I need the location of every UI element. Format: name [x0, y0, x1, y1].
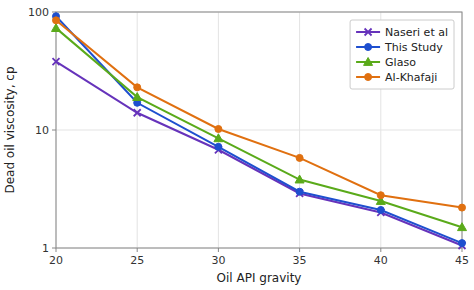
legend-box: [350, 20, 454, 89]
axis-title: Dead oil viscosity, cp: [3, 66, 17, 193]
point: [52, 24, 61, 32]
series: [53, 13, 466, 247]
grid-line: [56, 130, 462, 131]
axes: 20 25 30 35 40 45 1 10 100: [28, 6, 469, 267]
tick-mark: [56, 248, 57, 252]
tick-mark: [52, 130, 56, 131]
tick-label: 100: [28, 6, 49, 19]
axis-title: Oil API gravity: [217, 271, 302, 285]
point: [133, 93, 142, 101]
point: [53, 17, 60, 24]
point: [134, 84, 141, 91]
legend-label: Glaso: [385, 56, 416, 69]
line: [56, 20, 462, 207]
legend-marker: [365, 74, 372, 81]
legend-label: Naseri et al: [385, 26, 448, 39]
legend: Naseri et al This Study Glaso Al-Khafaji: [350, 20, 454, 89]
tick-mark: [52, 248, 56, 249]
point: [215, 125, 222, 132]
point: [458, 223, 467, 231]
point: [377, 192, 384, 199]
point: [377, 206, 384, 213]
tick-label: 40: [374, 254, 388, 267]
legend-item: This Study: [356, 41, 443, 54]
tick-mark: [137, 248, 138, 252]
legend-label: Al-Khafaji: [385, 71, 437, 84]
tick-label: 20: [49, 254, 63, 267]
point: [296, 154, 303, 161]
point: [214, 134, 223, 142]
series: [53, 17, 466, 211]
legend-item: Glaso: [356, 56, 416, 69]
legend-label: This Study: [384, 41, 443, 54]
point: [459, 204, 466, 211]
legend-item: Al-Khafaji: [356, 71, 437, 84]
chart: 20 25 30 35 40 45 1 10 100 Oil API gravity Dead oi…: [0, 0, 474, 290]
legend-item: Naseri et al: [356, 26, 448, 39]
line: [56, 16, 462, 243]
tick-mark: [462, 248, 463, 252]
legend-marker: [365, 44, 372, 51]
tick-label: 35: [293, 254, 307, 267]
tick-label: 30: [211, 254, 225, 267]
tick-label: 25: [130, 254, 144, 267]
tick-mark: [218, 248, 219, 252]
plot-frame: [56, 12, 462, 248]
point: [53, 58, 60, 65]
tick-mark: [380, 248, 381, 252]
grid: [56, 12, 462, 248]
point: [459, 240, 466, 247]
point: [296, 188, 303, 195]
plot-data: [52, 13, 467, 249]
legend-marker: [365, 29, 372, 36]
tick-label: 1: [42, 242, 49, 255]
legend-marker: [364, 58, 373, 66]
point: [134, 109, 141, 116]
tick-label: 45: [455, 254, 469, 267]
tick-mark: [299, 248, 300, 252]
tick-label: 10: [35, 124, 49, 137]
point: [295, 175, 304, 183]
point: [215, 143, 222, 150]
